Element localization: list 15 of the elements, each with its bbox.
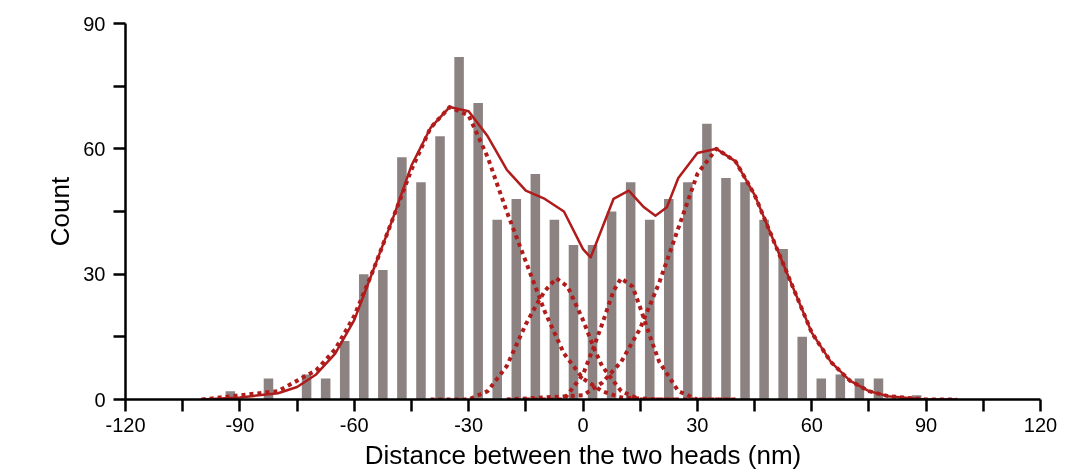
x-tick-label: -90 — [225, 413, 255, 436]
x-tick-label: 60 — [800, 413, 823, 436]
x-tick-label: 120 — [1023, 413, 1058, 436]
y-tick-label: 90 — [83, 12, 106, 35]
y-tick-label: 60 — [83, 137, 106, 160]
y-axis-title: Count — [45, 176, 76, 247]
y-tick-label: 30 — [83, 263, 106, 286]
x-tick-label: 0 — [577, 413, 589, 436]
x-tick-label: -60 — [339, 413, 369, 436]
x-tick-label: 30 — [686, 413, 709, 436]
x-tick-label: -30 — [454, 413, 484, 436]
x-tick-label: 90 — [915, 413, 938, 436]
y-tick-label: 0 — [94, 388, 106, 411]
x-tick-label: -120 — [105, 413, 146, 436]
x-axis-title: Distance between the two heads (nm) — [364, 439, 802, 470]
